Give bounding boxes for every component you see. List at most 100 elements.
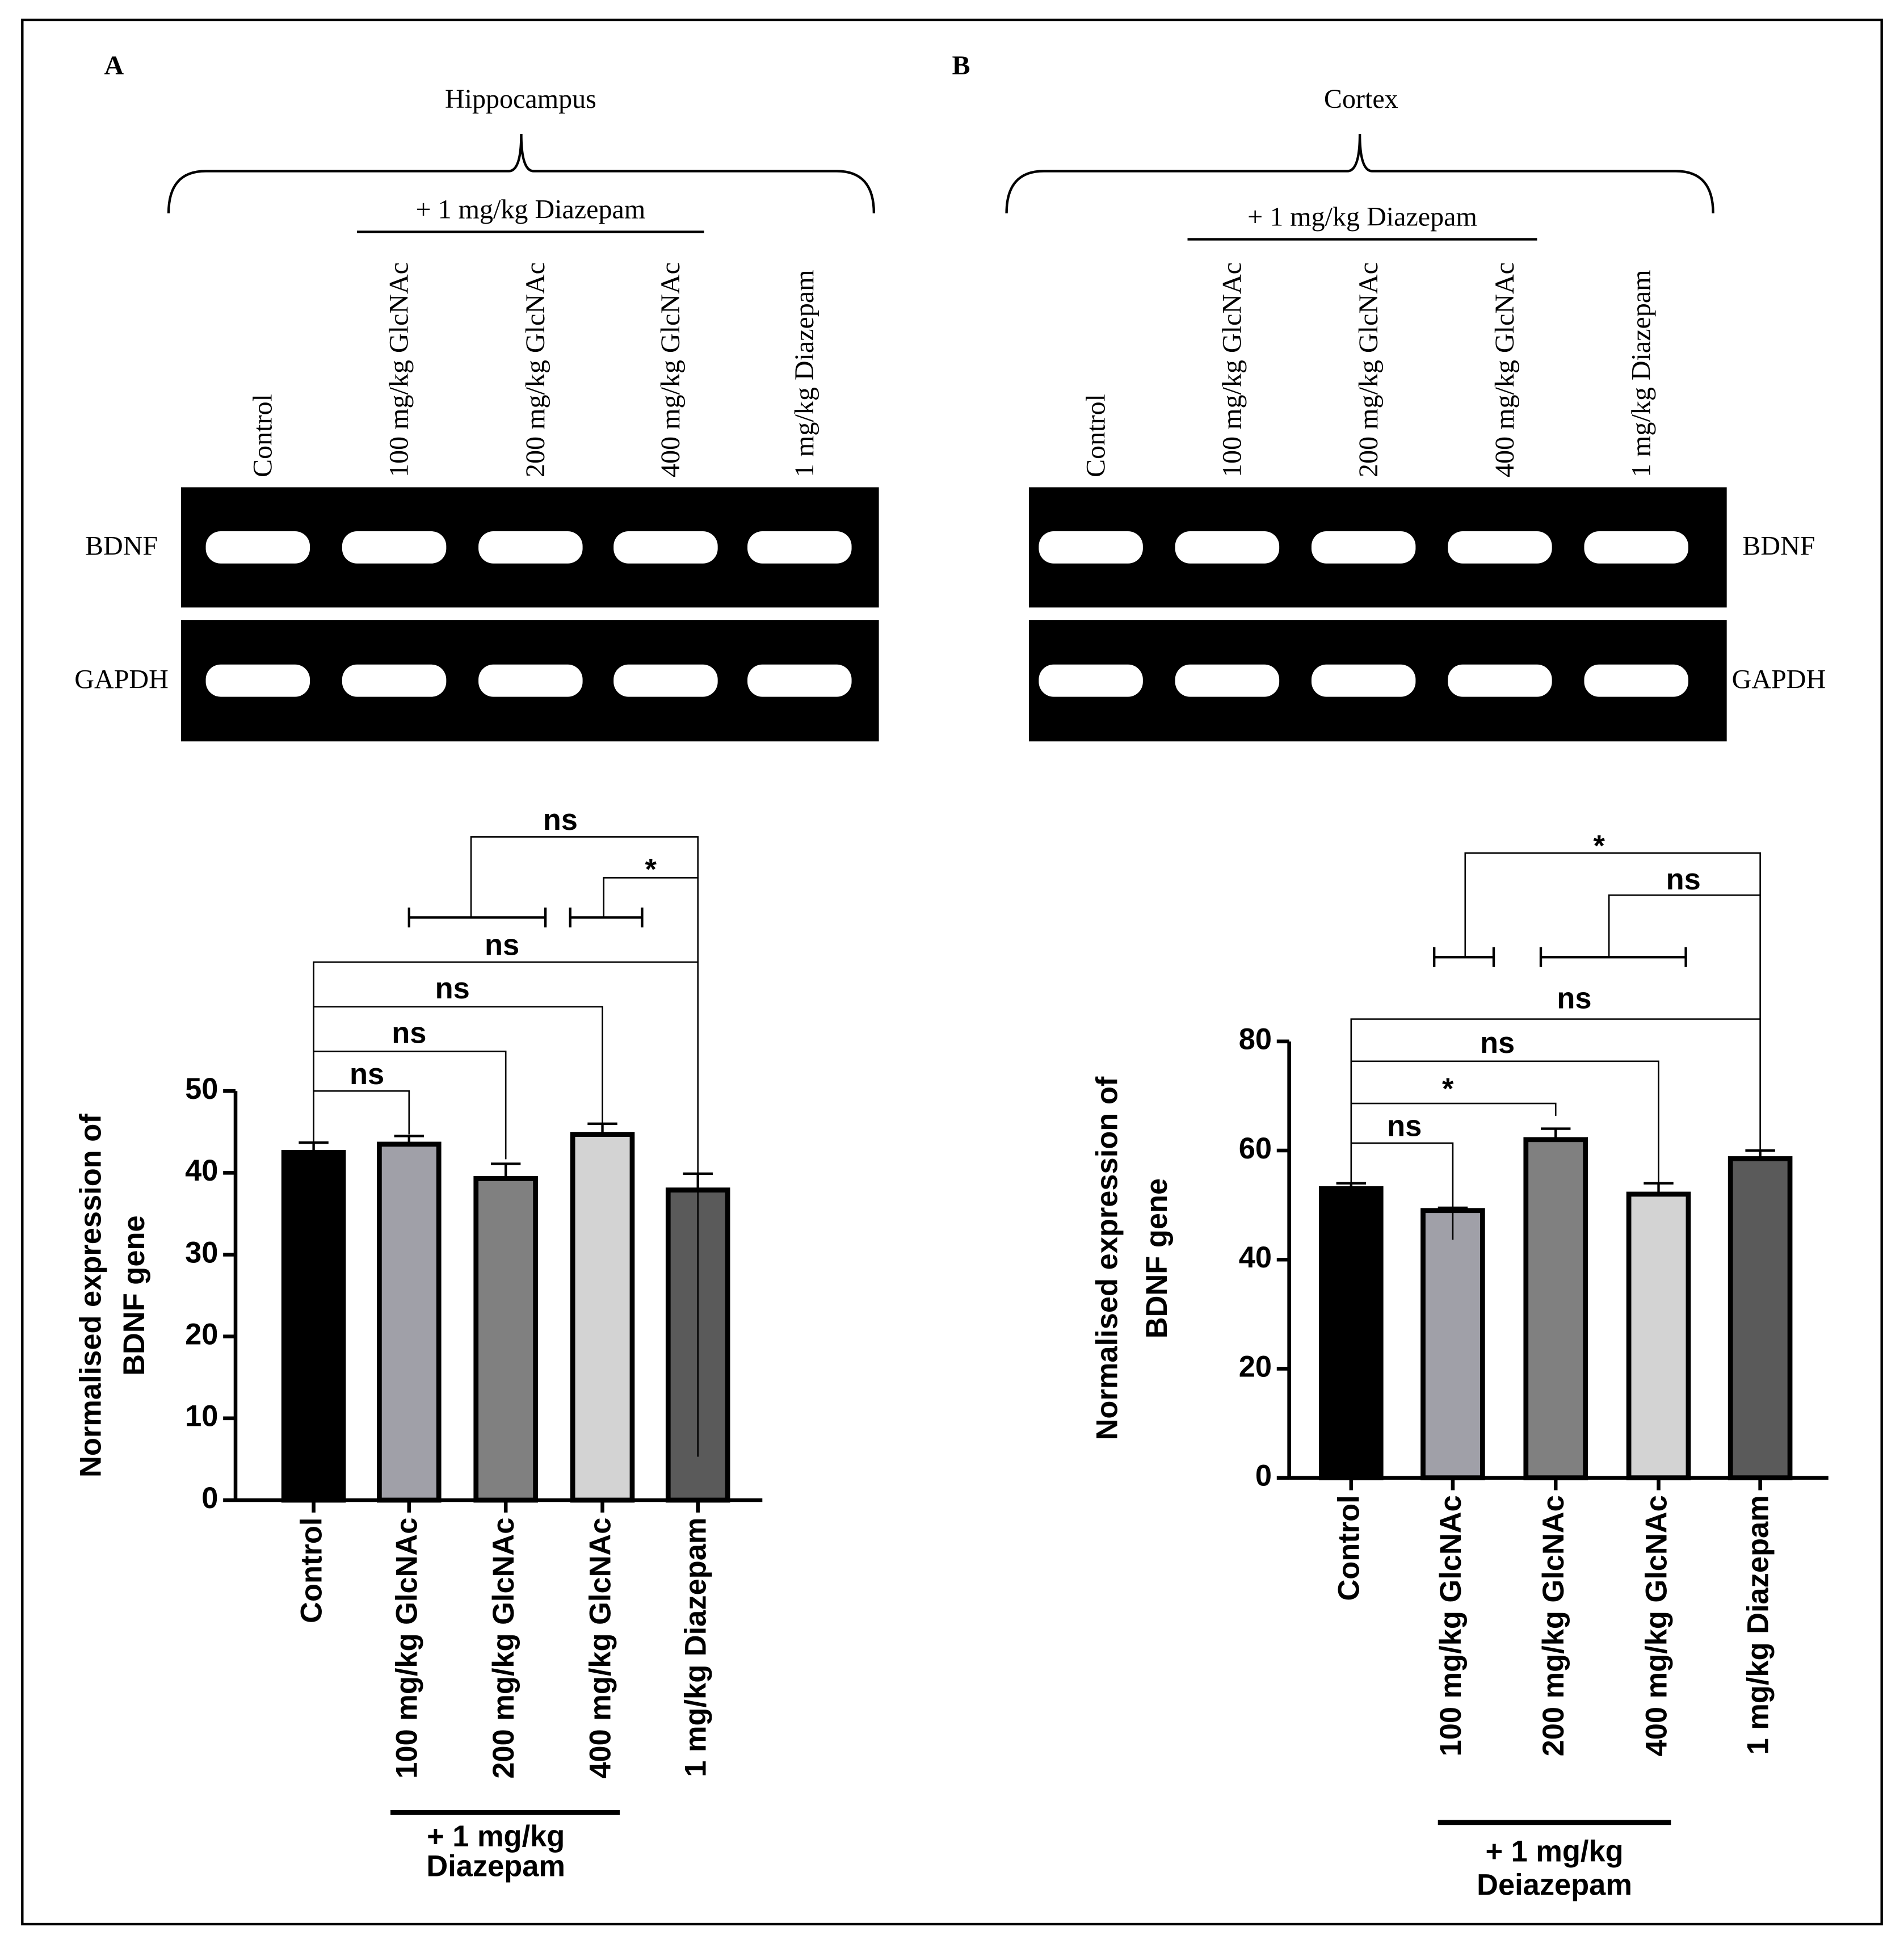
bar <box>473 1176 538 1503</box>
gel-band <box>1584 531 1688 564</box>
lane-label: 400 mg/kg GlcNAc <box>655 262 686 477</box>
gel-band <box>205 664 310 697</box>
gel-band <box>1039 664 1143 697</box>
lane-label: 100 mg/kg GlcNAc <box>384 262 414 477</box>
region-title: Hippocampus <box>445 84 596 114</box>
gel-row-label: GAPDH <box>1732 664 1826 694</box>
x-tick-label: 400 mg/kg GlcNAc <box>1640 1495 1673 1756</box>
region-title: Cortex <box>1324 84 1398 114</box>
group-label: + 1 mg/kg <box>427 1820 565 1853</box>
gel-band <box>342 664 447 697</box>
y-tick-label: 40 <box>1239 1241 1272 1274</box>
y-tick-label: 0 <box>201 1482 218 1515</box>
comparison-bracket <box>470 836 699 1457</box>
y-tick-label: 0 <box>1255 1460 1272 1493</box>
y-axis-label: BDNF gene <box>1141 1178 1174 1338</box>
significance-label: ns <box>1387 1110 1422 1143</box>
gel-band <box>1039 531 1143 564</box>
y-tick-label: 40 <box>185 1154 218 1187</box>
comparison-bracket <box>603 877 698 918</box>
x-tick-label: 100 mg/kg GlcNAc <box>391 1518 424 1779</box>
y-axis-label: Normalised expression of <box>1091 1076 1124 1440</box>
x-tick-label: Control <box>295 1518 328 1623</box>
gel-band <box>613 531 718 564</box>
significance-label: * <box>1593 830 1605 863</box>
comparison-bracket <box>1350 1018 1760 1478</box>
y-tick-label: 30 <box>185 1236 218 1269</box>
gel-band <box>1448 664 1552 697</box>
comparison-bracket <box>313 1090 410 1135</box>
x-tick-label: Control <box>1333 1495 1366 1601</box>
gel-band <box>747 664 852 697</box>
treatment-label: + 1 mg/kg Diazepam <box>1247 202 1477 232</box>
comparison-bracket <box>313 1050 507 1160</box>
x-tick-label: 1 mg/kg Diazepam <box>1742 1495 1775 1754</box>
gel-row-label: BDNF <box>85 531 158 561</box>
significance-label: * <box>645 853 657 886</box>
gel-band <box>1311 531 1416 564</box>
bar <box>1420 1208 1485 1481</box>
group-label: Deiazepam <box>1477 1869 1632 1901</box>
significance-label: * <box>1442 1073 1454 1106</box>
bar <box>1523 1137 1588 1481</box>
lane-label: Control <box>247 394 278 477</box>
gel-band <box>747 531 852 564</box>
gel-band <box>1175 664 1280 697</box>
lane-label: 200 mg/kg GlcNAc <box>520 262 550 477</box>
bar <box>377 1141 442 1503</box>
significance-label: ns <box>1557 983 1591 1015</box>
lane-label: 100 mg/kg GlcNAc <box>1217 262 1247 477</box>
y-axis-label: Normalised expression of <box>75 1114 108 1477</box>
group-label: + 1 mg/kg <box>1485 1835 1623 1868</box>
comparison-bracket <box>1351 1142 1454 1240</box>
gel-row-label: BDNF <box>1742 531 1815 561</box>
significance-label: ns <box>435 972 470 1005</box>
x-tick-label: 400 mg/kg GlcNAc <box>584 1518 617 1779</box>
y-tick-label: 10 <box>185 1400 218 1433</box>
comparison-bracket <box>1464 852 1761 1160</box>
bar <box>570 1132 635 1503</box>
x-tick-label: 1 mg/kg Diazepam <box>680 1518 713 1777</box>
comparison-bracket <box>313 1006 603 1128</box>
lane-label: 1 mg/kg Diazepam <box>789 270 819 477</box>
brace <box>1005 133 1714 213</box>
bar <box>1626 1191 1691 1481</box>
gel-band <box>205 531 310 564</box>
significance-label: ns <box>1480 1027 1515 1060</box>
y-tick-label: 60 <box>1239 1132 1272 1165</box>
significance-label: ns <box>485 929 519 962</box>
panel-label: B <box>952 51 970 81</box>
bar <box>1728 1156 1793 1481</box>
gel-band <box>1175 531 1280 564</box>
comparison-bracket <box>1351 1102 1557 1116</box>
comparison-bracket <box>1608 894 1760 958</box>
treatment-label: + 1 mg/kg Diazepam <box>416 195 646 225</box>
gel-band <box>478 664 583 697</box>
gel-band <box>1311 664 1416 697</box>
border <box>21 18 1883 1926</box>
y-axis-label: BDNF gene <box>118 1215 151 1375</box>
gel-row-label: GAPDH <box>74 664 169 694</box>
comparison-bracket <box>313 961 698 1500</box>
lane-label: 1 mg/kg Diazepam <box>1626 270 1656 477</box>
comparison-bracket <box>1351 1060 1659 1196</box>
y-tick-label: 20 <box>185 1319 218 1351</box>
x-tick-label: 200 mg/kg GlcNAc <box>1537 1495 1570 1756</box>
x-tick-label: 200 mg/kg GlcNAc <box>487 1518 520 1779</box>
x-tick-label: 100 mg/kg GlcNAc <box>1435 1495 1468 1756</box>
group-label: Diazepam <box>426 1850 565 1883</box>
gel-band <box>1448 531 1552 564</box>
brace <box>167 133 876 213</box>
gel-band <box>613 664 718 697</box>
significance-label: ns <box>392 1017 426 1050</box>
y-tick-label: 20 <box>1239 1350 1272 1383</box>
gel-band <box>1584 664 1688 697</box>
lane-label: Control <box>1081 394 1111 477</box>
significance-label: ns <box>1666 863 1701 896</box>
significance-label: ns <box>543 804 578 837</box>
gel-band <box>478 531 583 564</box>
y-tick-label: 50 <box>185 1073 218 1106</box>
gel-band <box>342 531 447 564</box>
lane-label: 400 mg/kg GlcNAc <box>1490 262 1520 477</box>
